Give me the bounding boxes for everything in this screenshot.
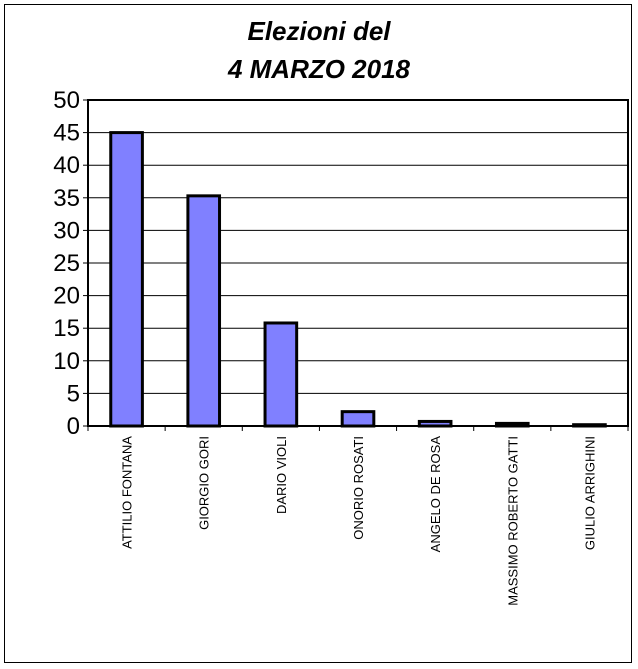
x-category-label: MASSIMO ROBERTO GATTI bbox=[505, 436, 520, 606]
plot-area: 0 5 10 15 20 25 30 35 40 45 50 ATTILIO FONTANA GIORG… bbox=[53, 87, 629, 606]
bar bbox=[263, 321, 299, 428]
x-category-label: GIORGIO GORI bbox=[197, 436, 212, 530]
y-tick-label: 30 bbox=[53, 217, 80, 244]
bar bbox=[340, 410, 376, 428]
y-tick-label: 10 bbox=[53, 348, 80, 375]
y-tick-label: 0 bbox=[67, 413, 80, 440]
y-tick-label: 45 bbox=[53, 120, 80, 147]
x-category-label: DARIO VIOLI bbox=[274, 436, 289, 514]
x-category-label: GIULIO ARRIGHINI bbox=[582, 436, 597, 550]
chart-title-line-1: Elezioni del bbox=[247, 16, 391, 46]
y-tick-label: 25 bbox=[53, 250, 80, 277]
chart-title-line-2: 4 MARZO 2018 bbox=[227, 54, 411, 84]
y-tick-label: 15 bbox=[53, 315, 80, 342]
y-tick-label: 40 bbox=[53, 152, 80, 179]
y-tick-label: 5 bbox=[67, 380, 80, 407]
bar bbox=[109, 131, 144, 428]
plot-border bbox=[87, 99, 629, 427]
y-tick-label: 50 bbox=[53, 87, 80, 114]
bar bbox=[186, 194, 222, 428]
x-category-label: ANGELO DE ROSA bbox=[428, 436, 443, 553]
chart-title: Elezioni del 4 MARZO 2018 bbox=[227, 16, 411, 84]
y-tick-label: 35 bbox=[53, 185, 80, 212]
x-category-label: ATTILIO FONTANA bbox=[120, 436, 135, 549]
y-tick-label: 20 bbox=[53, 283, 80, 310]
x-category-label: ONORIO ROSATI bbox=[351, 436, 366, 540]
